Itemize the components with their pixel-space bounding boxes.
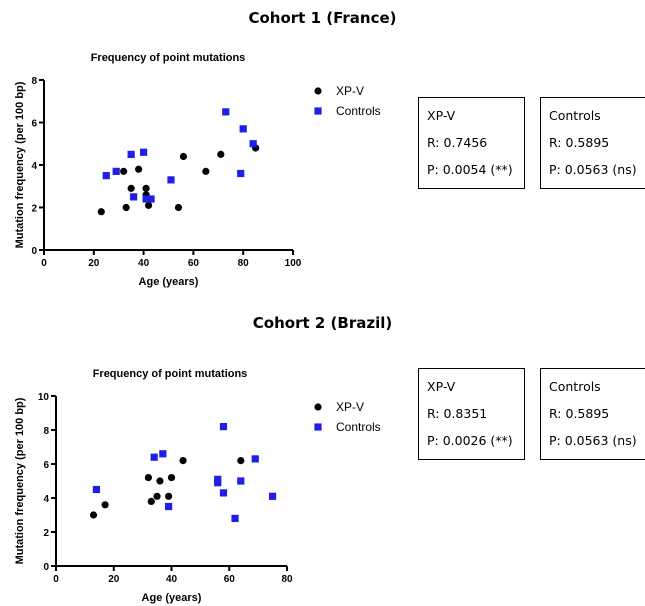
data-point-xp-v	[153, 492, 161, 500]
y-axis-label: Mutation frequency (per 100 bp)	[14, 81, 26, 248]
y-tick-label: 10	[38, 392, 50, 403]
x-tick-label: 60	[224, 574, 236, 585]
y-axis-label: Mutation frequency (per 100 bp)	[14, 397, 26, 564]
x-tick-label: 20	[108, 574, 120, 585]
stats-r-value: R: 0.5895	[549, 406, 610, 421]
data-point-controls	[219, 423, 228, 431]
x-axis-label: Age (years)	[139, 276, 199, 288]
data-point-xp-v	[144, 474, 152, 482]
data-point-xp-v	[174, 203, 183, 212]
data-point-controls	[268, 492, 277, 500]
stats-group-label: Controls	[549, 379, 601, 394]
data-point-xp-v	[89, 511, 98, 519]
stats-r-value: R: 0.8351	[427, 406, 488, 421]
data-point-xp-v	[97, 208, 105, 216]
data-point-xp-v	[237, 457, 245, 465]
x-tick-label: 100	[285, 258, 302, 269]
y-tick-label: 8	[31, 76, 37, 87]
stats-box-cohort2-controls: Controls R: 0.5895 P: 0.0563 (ns)	[540, 368, 645, 460]
data-point-controls	[102, 172, 110, 180]
data-point-xp-v	[122, 203, 130, 212]
x-tick-label: 20	[88, 258, 100, 269]
data-point-controls	[219, 489, 228, 497]
stats-r-value: R: 0.7456	[427, 135, 488, 150]
y-tick-label: 4	[31, 161, 37, 172]
data-point-controls	[140, 148, 148, 156]
data-point-controls	[92, 485, 101, 494]
legend-label: Controls	[336, 420, 381, 434]
data-point-xp-v	[156, 477, 164, 485]
stats-p-value: P: 0.0054 (**)	[427, 162, 513, 177]
x-tick-label: 60	[188, 258, 200, 269]
x-tick-label: 80	[281, 574, 293, 585]
data-point-xp-v	[179, 457, 187, 465]
y-tick-label: 6	[31, 119, 37, 130]
data-point-xp-v	[165, 492, 173, 500]
data-point-controls	[167, 176, 175, 184]
y-tick-label: 2	[31, 204, 37, 215]
data-point-controls	[239, 125, 247, 133]
stats-r-value: R: 0.5895	[549, 135, 610, 150]
chart-title: Frequency of point mutations	[91, 52, 246, 64]
data-point-controls	[147, 195, 155, 203]
data-point-controls	[142, 195, 150, 203]
x-tick-label: 0	[41, 258, 47, 269]
data-point-xp-v	[120, 167, 128, 175]
data-point-controls	[222, 108, 230, 116]
stats-box-cohort1-controls: Controls R: 0.5895 P: 0.0563 (ns)	[540, 97, 645, 189]
data-point-xp-v	[179, 152, 188, 161]
data-point-controls	[237, 169, 245, 178]
data-point-controls	[150, 453, 158, 461]
stats-group-label: XP-V	[427, 108, 456, 123]
legend-marker	[314, 423, 322, 431]
x-axis-label: Age (years)	[142, 592, 202, 604]
legend-marker	[314, 107, 322, 115]
data-point-xp-v	[147, 497, 155, 505]
data-point-controls	[237, 477, 245, 485]
legend-label: Controls	[336, 104, 381, 118]
stats-p-value: P: 0.0563 (ns)	[549, 433, 637, 448]
stats-group-label: XP-V	[427, 379, 456, 394]
legend-label: XP-V	[336, 400, 364, 414]
data-point-xp-v	[101, 501, 109, 509]
x-tick-label: 40	[166, 574, 178, 585]
data-point-xp-v	[217, 150, 225, 158]
legend-marker	[314, 403, 322, 411]
y-tick-label: 8	[43, 426, 49, 437]
data-point-xp-v	[142, 184, 150, 192]
data-point-controls	[165, 502, 173, 511]
y-tick-label: 0	[43, 562, 49, 573]
x-tick-label: 40	[138, 258, 150, 269]
stats-p-value: P: 0.0026 (**)	[427, 433, 513, 448]
data-point-xp-v	[127, 184, 135, 192]
data-point-xp-v	[135, 165, 143, 173]
y-tick-label: 0	[31, 246, 37, 257]
data-point-xp-v	[167, 474, 176, 482]
data-point-controls	[130, 193, 138, 201]
data-point-controls	[249, 140, 257, 148]
data-point-controls	[251, 455, 259, 463]
legend-marker	[314, 87, 322, 95]
y-tick-label: 6	[43, 460, 49, 471]
legend-label: XP-V	[336, 84, 364, 98]
stats-box-cohort2-xpv: XP-V R: 0.8351 P: 0.0026 (**)	[418, 368, 525, 460]
stats-group-label: Controls	[549, 108, 601, 123]
stats-box-cohort1-xpv: XP-V R: 0.7456 P: 0.0054 (**)	[418, 97, 525, 189]
data-point-controls	[214, 479, 222, 487]
y-tick-label: 2	[43, 528, 49, 539]
data-point-controls	[159, 450, 167, 458]
x-tick-label: 0	[53, 574, 59, 585]
cohort-1-title: Cohort 1 (France)	[248, 9, 397, 27]
y-tick-label: 4	[43, 494, 49, 505]
data-point-controls	[231, 514, 239, 522]
data-point-xp-v	[202, 167, 210, 175]
data-point-controls	[112, 167, 120, 175]
cohort-2-title: Cohort 2 (Brazil)	[252, 314, 393, 332]
data-point-xp-v	[144, 201, 153, 209]
data-point-controls	[127, 150, 135, 158]
chart-title: Frequency of point mutations	[93, 368, 248, 380]
x-tick-label: 80	[238, 258, 250, 269]
stats-p-value: P: 0.0563 (ns)	[549, 162, 637, 177]
